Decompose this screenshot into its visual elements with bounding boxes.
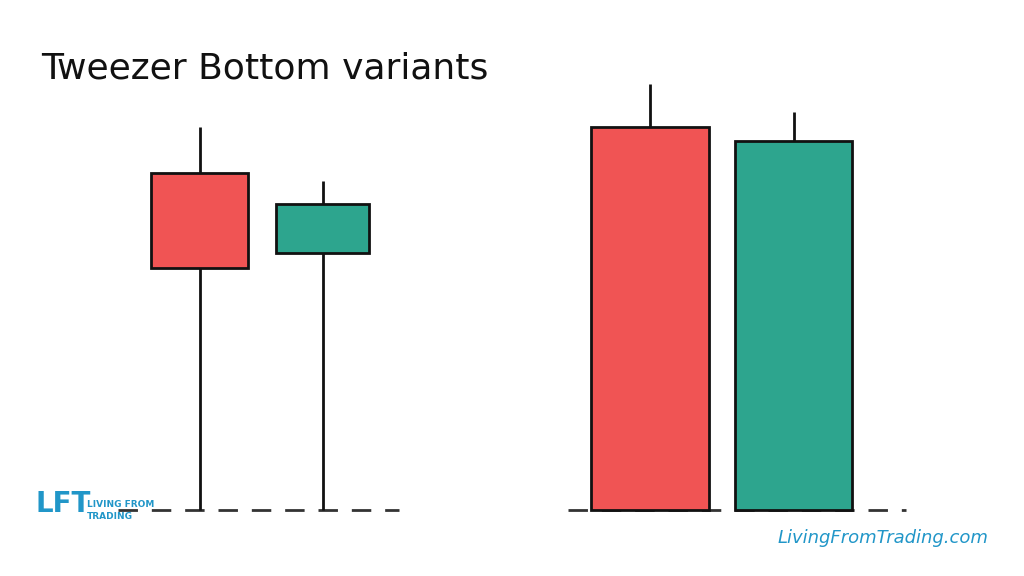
- Bar: [152, 173, 249, 268]
- Text: LivingFromTrading.com: LivingFromTrading.com: [777, 529, 988, 547]
- Bar: [276, 204, 369, 253]
- Bar: [735, 141, 852, 510]
- Text: Tweezer Bottom variants: Tweezer Bottom variants: [41, 52, 488, 86]
- Bar: [592, 127, 709, 510]
- Text: LIVING FROM
TRADING: LIVING FROM TRADING: [87, 500, 155, 521]
- Text: LFT: LFT: [36, 490, 91, 518]
